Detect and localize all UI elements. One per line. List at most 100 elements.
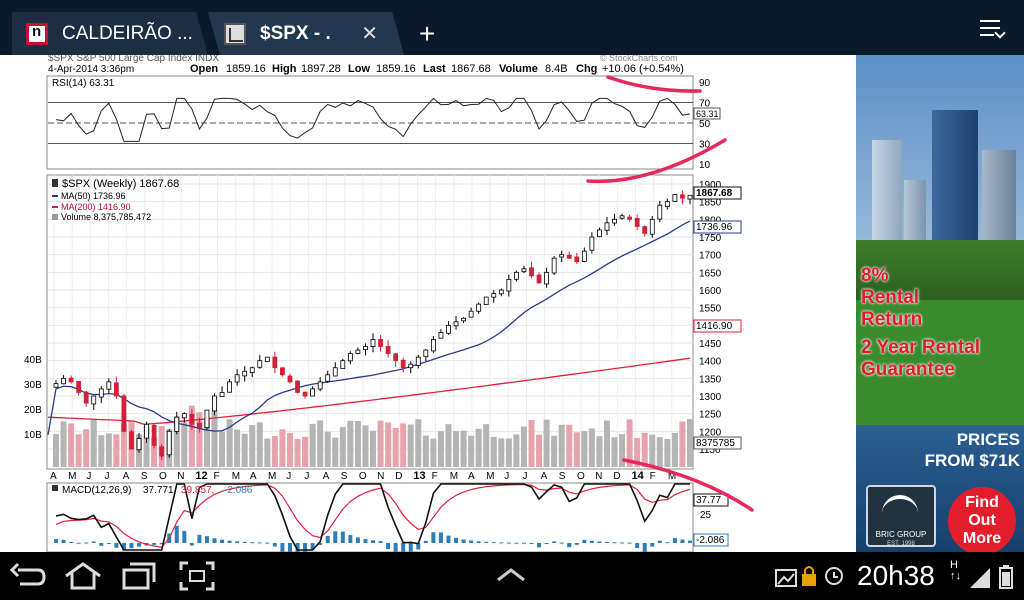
notification-icons: [775, 566, 843, 587]
volume-bar: [196, 412, 203, 467]
tab-spx[interactable]: $SPX - . ✕: [208, 12, 404, 55]
last-label: Last: [423, 63, 446, 75]
chart-datetime: 4-Apr-2014 3:36pm: [48, 64, 134, 75]
ma50-tag-text: 1736.96: [696, 222, 733, 233]
volume-bar: [558, 424, 565, 467]
ad-green-panel: [856, 300, 1024, 445]
candle-body: [649, 218, 655, 235]
stock-chart[interactable]: $SPX S&P 500 Large Cap Index INDX © Stoc…: [0, 55, 856, 552]
find-out-more-button[interactable]: Find Out More: [948, 487, 1016, 552]
volume-bar: [211, 410, 218, 467]
candle-body: [415, 356, 421, 366]
macd-hist-bar: [280, 543, 285, 552]
macd-hist-bar: [272, 543, 277, 547]
ad-rate: 8%: [861, 265, 889, 286]
chevron-up-icon[interactable]: [494, 560, 528, 592]
macd-hist-bar: [386, 543, 391, 550]
x-axis-label: D: [613, 471, 620, 482]
candle-body: [491, 293, 497, 298]
advertisement[interactable]: 8% Rental Return 2 Year Rental Guarantee…: [856, 55, 1024, 552]
volume-bar: [634, 437, 641, 467]
x-axis-label: J: [504, 471, 509, 482]
macd-hist-bar: [469, 540, 474, 543]
macd-hist-bar: [529, 543, 534, 544]
volume-bar: [294, 438, 301, 467]
legend-ma50: MA(50) 1736.96: [61, 191, 126, 201]
candle-body: [332, 367, 338, 377]
ad-guarantee-2: Guarantee: [861, 359, 955, 380]
candle-body: [113, 382, 119, 397]
volume-bar: [75, 434, 82, 467]
find-out-line-2: Out: [968, 512, 996, 529]
network-indicator: H ↑↓: [950, 560, 961, 582]
chart-symbol-line: $SPX S&P 500 Large Cap Index INDX: [48, 55, 219, 64]
candle-body: [249, 367, 255, 374]
candle-body: [234, 374, 240, 383]
new-tab-button[interactable]: +: [418, 18, 436, 49]
menu-icon[interactable]: [974, 14, 1010, 44]
macd-hist-bar: [121, 543, 126, 551]
candle-body: [317, 381, 323, 390]
macd-hist-bar: [552, 541, 557, 543]
x-axis-label: D: [395, 471, 402, 482]
quote-line: Open 1859.16 High 1897.28 Low 1859.16 La…: [190, 63, 684, 75]
rsi-tick-label: 50: [699, 119, 711, 130]
macd-hist-bar: [363, 539, 368, 543]
candle-body: [438, 331, 444, 339]
macd-hist-bar: [627, 542, 632, 544]
macd-hist-bar: [137, 543, 142, 547]
candle-body: [287, 375, 293, 383]
close-tab-icon[interactable]: ✕: [361, 23, 378, 45]
macd-label: MACD(12,26,9): [62, 485, 131, 496]
macd-tag: [693, 493, 729, 507]
ad-price-from: FROM $71K: [924, 451, 1020, 470]
annotation-stroke-price: [586, 138, 727, 184]
volume-bar: [324, 431, 331, 467]
candle-body: [634, 218, 640, 227]
logo-wave-icon: [882, 495, 918, 521]
candle-body: [468, 310, 474, 318]
volume-bar: [68, 423, 75, 467]
candle-body: [408, 363, 414, 369]
volume-bar: [664, 438, 671, 467]
macd-hist-bar: [174, 525, 179, 543]
x-axis-label: M: [68, 471, 76, 482]
candle-body: [227, 381, 232, 393]
macd-hist-bar: [250, 542, 255, 544]
macd-hist-bar: [235, 541, 240, 543]
screenshot-icon[interactable]: [178, 560, 216, 592]
candle-body: [446, 324, 451, 334]
volume-bar: [490, 436, 497, 467]
candle-body: [423, 349, 429, 358]
recent-apps-icon[interactable]: [120, 560, 158, 592]
tab-caldeirao[interactable]: CALDEIRÃO ...: [12, 12, 208, 55]
x-axis-label: J: [86, 471, 91, 482]
macd-hist-bar: [287, 543, 292, 552]
volume-bar: [445, 424, 452, 467]
annotation-stroke-rsi: [606, 75, 702, 93]
x-axis-label: M: [668, 471, 676, 482]
last-value: 1867.68: [451, 63, 491, 75]
ma200-tag-text: 1416.90: [696, 321, 733, 332]
candle-body: [106, 381, 112, 390]
volume-bar: [226, 419, 233, 467]
x-axis-label: 13: [413, 470, 425, 482]
macd-hist-bar: [227, 540, 232, 543]
volume-bar: [249, 425, 256, 467]
macd-hist-bar: [129, 543, 134, 549]
macd-hist-bar: [454, 537, 459, 543]
back-icon[interactable]: [8, 560, 48, 592]
volume-bar: [120, 423, 127, 467]
candle-body: [672, 194, 678, 202]
x-axis-label: A: [323, 471, 330, 482]
x-axis-label: O: [359, 471, 367, 482]
chart-favicon-icon: [224, 22, 246, 45]
home-icon[interactable]: [62, 560, 104, 592]
macd-hist-bar: [484, 541, 489, 543]
volume-bar: [60, 421, 67, 467]
macd-hist-bar: [303, 543, 308, 552]
candle-body: [657, 204, 663, 220]
volume-bar: [687, 419, 693, 467]
volume-bar: [626, 419, 633, 467]
ad-prices: PRICES: [956, 430, 1020, 449]
